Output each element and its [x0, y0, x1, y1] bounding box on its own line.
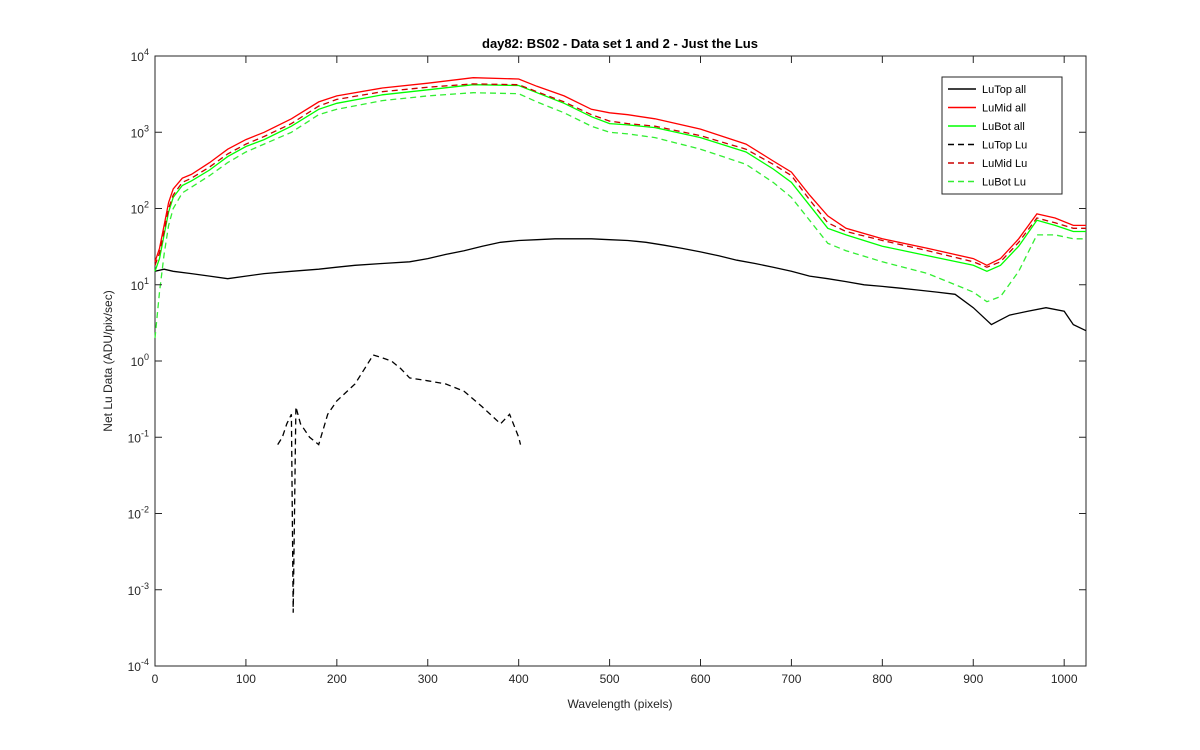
y-tick-label-1: 103: [131, 123, 149, 140]
legend-label-3: LuTop Lu: [982, 140, 1027, 152]
legend-label-5: LuBot Lu: [982, 177, 1026, 189]
x-tick-label-7: 700: [781, 672, 801, 686]
x-tick-label-1: 100: [236, 672, 256, 686]
x-tick-label-10: 1000: [1051, 672, 1078, 686]
y-axis-label: Net Lu Data (ADU/pix/sec): [101, 290, 115, 431]
y-tick-label-6: 10-2: [128, 505, 149, 522]
legend: LuTop all LuMid all LuBot all LuTop Lu LuMid…: [941, 76, 1063, 195]
x-tick-label-3: 300: [418, 672, 438, 686]
x-tick-label-2: 200: [327, 672, 347, 686]
y-tick-label-0: 104: [131, 47, 149, 64]
y-tick-label-4: 100: [131, 352, 149, 369]
x-tick-label-9: 900: [963, 672, 983, 686]
series-layer: [154, 77, 1087, 613]
legend-label-2: LuBot all: [982, 121, 1025, 133]
x-tick-label-0: 0: [152, 672, 159, 686]
x-axis-label: Wavelength (pixels): [568, 697, 673, 711]
y-tick-label-3: 101: [131, 276, 149, 293]
series-line-5: [154, 92, 1086, 339]
legend-label-0: LuTop all: [982, 84, 1026, 96]
legend-label-4: LuMid Lu: [982, 158, 1027, 170]
x-axis: 0 100 200 300 400 500 600 700 800 900 1000: [152, 56, 1078, 686]
y-axis: 104 103 102 101 100 10-1 10-2 10-3 10-4: [128, 47, 1086, 674]
y-tick-label-5: 10-1: [128, 428, 149, 445]
series-line-4: [154, 83, 1086, 268]
y-tick-label-2: 102: [131, 200, 149, 217]
series-line-3: [277, 354, 522, 613]
x-tick-label-8: 800: [872, 672, 892, 686]
plot-area: [154, 55, 1087, 667]
x-tick-label-6: 600: [690, 672, 710, 686]
series-line-1: [154, 77, 1086, 267]
y-tick-label-7: 10-3: [128, 581, 149, 598]
legend-box: [941, 76, 1063, 195]
chart-title: day82: BS02 - Data set 1 and 2 - Just th…: [482, 36, 758, 51]
x-tick-label-5: 500: [600, 672, 620, 686]
series-line-0: [154, 238, 1087, 332]
y-tick-label-8: 10-4: [128, 657, 149, 674]
legend-label-1: LuMid all: [982, 103, 1026, 115]
x-tick-label-4: 400: [509, 672, 529, 686]
series-line-2: [154, 84, 1086, 273]
